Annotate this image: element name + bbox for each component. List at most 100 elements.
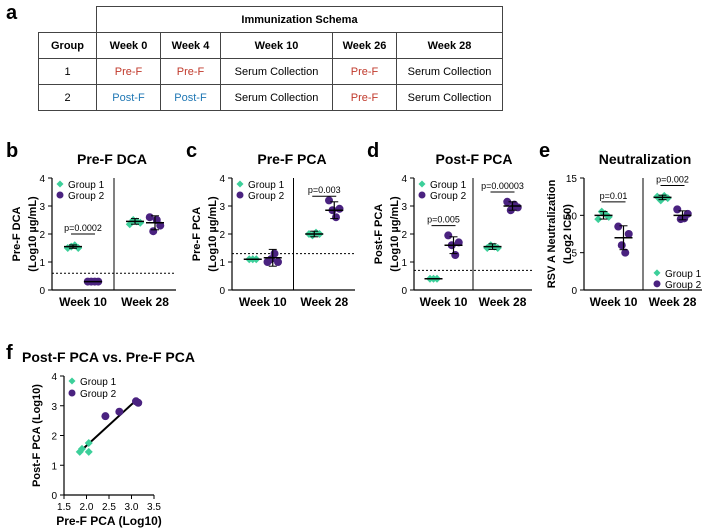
legend-marker-group-2 [653, 280, 661, 288]
y-tick-label: 3 [39, 202, 45, 213]
legend-marker-group-1 [653, 269, 661, 277]
y-tick-label: 5 [571, 249, 577, 260]
x-category-label: Week 28 [300, 295, 348, 309]
schema-header: Group [38, 32, 97, 59]
x-category-label: Week 10 [239, 295, 287, 309]
legend-label: Group 1 [80, 377, 117, 388]
y-tick-label: 1 [219, 258, 225, 269]
p-value-label: p=0.005 [427, 215, 460, 225]
schema-header: Week 10 [220, 32, 333, 59]
p-value-label: p=0.002 [656, 174, 689, 184]
y-tick-label: 3 [51, 402, 57, 413]
panel-letter-b: b [6, 140, 19, 162]
y-tick-label: 1 [39, 258, 45, 269]
legend-marker-group-1 [418, 180, 426, 188]
panel-letter-c: c [186, 140, 198, 162]
p-value-label: p=0.01 [600, 191, 628, 201]
panel-letter-f: f [6, 342, 13, 364]
data-point-group-2 [621, 248, 630, 257]
schema-cell: Pre-F [96, 58, 161, 85]
chart-title: Pre-F PCA [257, 151, 326, 167]
schema-cell: Pre-F [332, 84, 397, 111]
panel-letter-a: a [6, 2, 18, 24]
legend-marker-group-1 [68, 377, 76, 385]
y-tick-label: 4 [219, 174, 225, 185]
legend-label: Group 2 [80, 389, 117, 400]
schema-cell: Serum Collection [396, 84, 503, 111]
schema-cell: 2 [38, 84, 97, 111]
y-tick-label: 1 [51, 461, 57, 472]
y-axis-label: (Log10 µg/mL) [389, 196, 401, 272]
data-point-group-2 [332, 213, 340, 222]
y-axis-label: Pre-F PCA [191, 207, 203, 261]
y-tick-label: 0 [571, 286, 577, 297]
y-tick-label: 10 [566, 211, 578, 222]
data-point-group-1 [84, 447, 93, 456]
chart-c: Pre-F PCA 0 1 2 3 4 Pre-F PCA (Log10 µg/mL) Week… [191, 151, 355, 309]
x-category-label: Week 28 [649, 295, 697, 309]
schema-header-row: Group Week 0 Week 4 Week 10 Week 26 Week… [38, 32, 503, 59]
data-point-group-2 [149, 227, 158, 236]
chart-title: Neutralization [599, 151, 692, 167]
legend-label: Group 2 [430, 191, 467, 202]
schema-cell: 1 [38, 58, 97, 85]
y-tick-label: 2 [219, 230, 225, 241]
x-tick-label: 2.5 [102, 502, 116, 513]
data-point-group-2 [325, 196, 333, 205]
data-point-group-2 [614, 222, 623, 231]
p-value-label: p=0.00003 [481, 181, 524, 191]
schema-header: Week 0 [96, 32, 161, 59]
y-axis-label: (Log2 IC50) [562, 204, 574, 264]
y-tick-label: 2 [51, 432, 57, 443]
data-point-group-2 [335, 204, 344, 213]
legend-label: Group 2 [248, 191, 285, 202]
data-point-group-2 [624, 230, 633, 238]
legend-label: Group 2 [665, 280, 702, 291]
y-tick-label: 4 [39, 174, 45, 185]
chart-title: Post-F PCA vs. Pre-F PCA [22, 349, 195, 365]
legend-label: Group 1 [665, 269, 702, 280]
y-axis-label: RSV A Neutralization [546, 179, 558, 288]
schema-row-group-2: 2 Post-F Post-F Serum Collection Pre-F S… [38, 84, 503, 111]
chart-e: Neutralization 0 5 10 15 RSV A Neutralization… [546, 151, 702, 309]
x-category-label: Week 10 [420, 295, 468, 309]
y-tick-label: 15 [566, 174, 578, 185]
data-point-group-2 [115, 407, 124, 416]
y-tick-label: 0 [39, 286, 45, 297]
data-point-group-2 [101, 412, 110, 421]
x-axis-label: Pre-F PCA (Log10) [56, 514, 162, 528]
y-axis-label: Post-F PCA [373, 204, 385, 265]
legend-label: Group 1 [248, 180, 285, 191]
legend-marker-group-2 [68, 389, 76, 397]
chart-d: Post-F PCA 0 1 2 3 4 Post-F PCA (Log10 µg/mL) We… [373, 151, 532, 309]
data-point-group-2 [156, 221, 165, 230]
chart-f: Post-F PCA vs. Pre-F PCA 0 1 2 3 4 1.5 2.0 2.5 3.… [22, 349, 195, 528]
x-category-label: Week 28 [121, 295, 169, 309]
legend-marker-group-1 [56, 180, 64, 188]
x-tick-label: 2.0 [80, 502, 94, 513]
p-value-label: p=0.003 [308, 185, 341, 195]
data-point-group-2 [617, 241, 626, 250]
legend-marker-group-1 [236, 180, 244, 188]
y-tick-label: 1 [401, 258, 407, 269]
data-point-group-1 [78, 444, 86, 453]
legend-marker-group-2 [418, 191, 426, 199]
data-point-group-2 [451, 251, 460, 259]
legend-label: Group 1 [68, 180, 105, 191]
legend-label: Group 1 [430, 180, 467, 191]
y-tick-label: 4 [51, 372, 57, 383]
data-point-group-2 [274, 258, 282, 266]
y-tick-label: 3 [401, 202, 407, 213]
y-tick-label: 0 [219, 286, 225, 297]
y-tick-label: 0 [401, 286, 407, 297]
data-point-group-2 [503, 197, 512, 206]
x-tick-label: 1.5 [57, 502, 71, 513]
p-value-label: p=0.0002 [64, 223, 102, 233]
y-axis-label: Pre-F DCA [11, 206, 23, 261]
schema-header: Week 4 [160, 32, 221, 59]
data-point-group-2 [145, 213, 154, 222]
legend-marker-group-2 [236, 191, 244, 199]
schema-cell: Serum Collection [220, 84, 333, 111]
data-point-group-2 [673, 205, 682, 214]
